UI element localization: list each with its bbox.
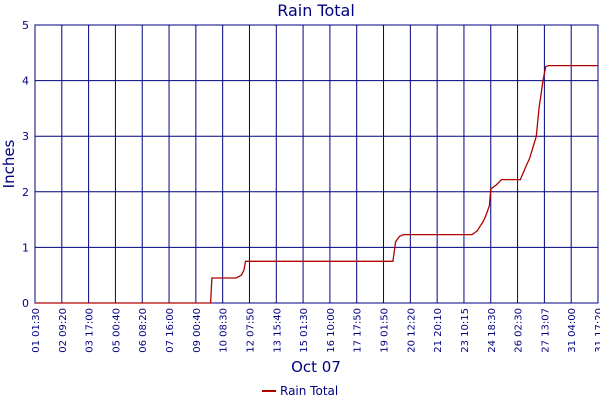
x-tick-label: 01 01:30 [31, 308, 42, 353]
series-line-rain-total [35, 64, 598, 304]
chart-title: Rain Total [277, 1, 355, 20]
x-tick-label: 23 10:15 [460, 308, 471, 353]
y-tick-label: 3 [22, 130, 29, 143]
x-tick-label: 15 01:30 [299, 308, 310, 353]
x-tick-label: 06 08:20 [138, 308, 149, 353]
y-axis-label: Inches [0, 139, 18, 188]
x-tick-label: 31 17:20 [594, 308, 600, 353]
x-tick-label: 09 00:40 [192, 308, 203, 353]
x-tick-label: 12 07:50 [245, 308, 256, 353]
x-tick-label: 20 12:20 [406, 308, 417, 353]
y-tick-label: 2 [22, 186, 29, 199]
legend-label-rain-total: Rain Total [280, 384, 338, 398]
y-tick-labels: 0 1 2 3 4 5 [22, 19, 29, 310]
x-tick-label: 07 16:00 [165, 308, 176, 353]
y-tick-label: 0 [22, 297, 29, 310]
x-tick-labels: 01 01:30 02 09:20 03 17:00 05 00:40 06 08:20… [31, 308, 600, 353]
x-tick-label: 17 17:50 [353, 308, 364, 353]
x-tick-label: 26 02:30 [514, 308, 525, 353]
y-tick-label: 4 [22, 75, 29, 88]
series-layer [35, 64, 598, 304]
x-axis-label: Oct 07 [291, 358, 341, 376]
x-tick-label: 03 17:00 [85, 308, 96, 353]
x-tick-label: 16 10:00 [326, 308, 337, 353]
x-tick-label: 31 04:00 [567, 308, 578, 353]
x-tick-label: 27 13:07 [540, 308, 551, 353]
legend: Rain Total [262, 384, 338, 398]
x-tick-label: 19 01:50 [380, 308, 391, 353]
x-tick-label: 21 20:10 [433, 308, 444, 353]
x-tick-label: 24 18:30 [487, 308, 498, 353]
y-tick-label: 1 [22, 241, 29, 254]
x-tick-label: 10 08:30 [219, 308, 230, 353]
x-tick-label: 05 00:40 [111, 308, 122, 353]
x-tick-label: 13 15:40 [272, 308, 283, 353]
plot-frame [34, 24, 599, 304]
y-tick-label: 5 [22, 19, 29, 32]
x-tick-label: 02 09:20 [58, 308, 69, 353]
